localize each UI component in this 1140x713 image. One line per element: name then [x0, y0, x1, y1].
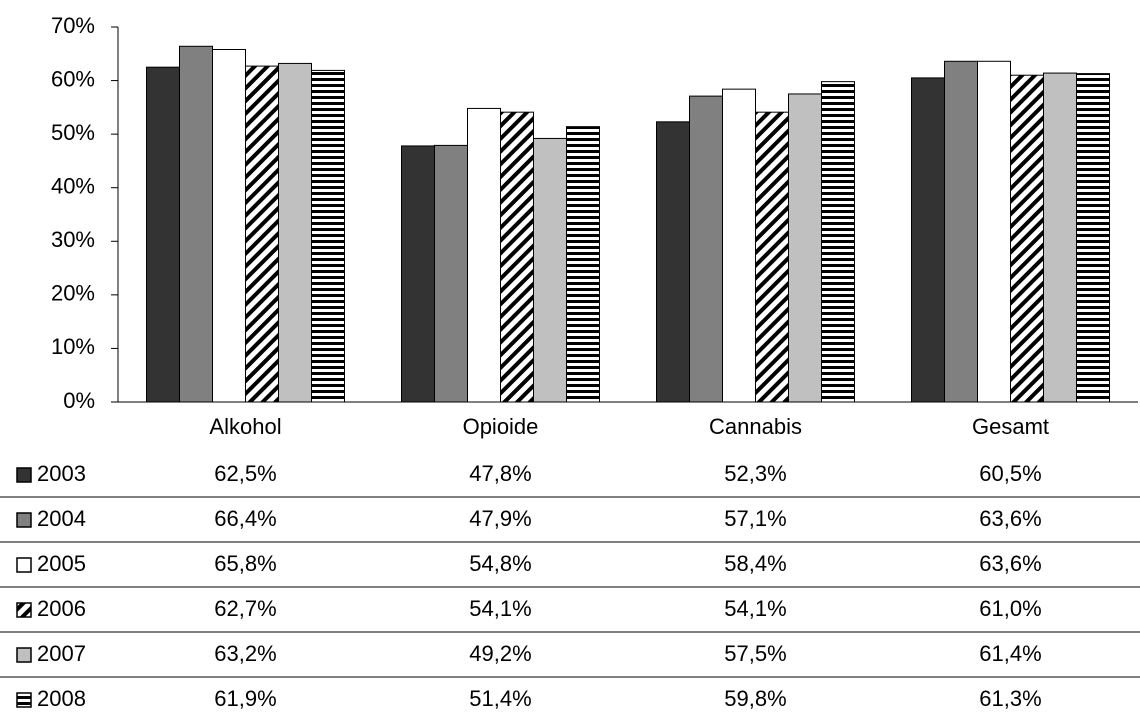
bar	[467, 107, 501, 403]
table-cell: 51,4%	[469, 686, 531, 711]
legend-label: 2008	[37, 686, 86, 711]
bar	[566, 126, 600, 403]
table-cell: 61,4%	[979, 641, 1041, 666]
table-cell: 54,1%	[469, 596, 531, 621]
table-cell: 63,6%	[979, 551, 1041, 576]
bar	[1043, 72, 1077, 403]
table-cell: 66,4%	[214, 506, 276, 531]
bar	[1010, 74, 1044, 403]
bar	[911, 77, 945, 403]
bar	[689, 95, 723, 403]
bar	[755, 111, 789, 403]
table-cell: 47,8%	[469, 461, 531, 486]
bar	[821, 81, 855, 403]
table-cell: 59,8%	[724, 686, 786, 711]
legend-key	[16, 692, 32, 708]
y-tick-label: 0%	[63, 388, 95, 413]
table-cell: 62,7%	[214, 596, 276, 621]
bar	[533, 137, 567, 403]
table-cell: 63,2%	[214, 641, 276, 666]
y-tick-label: 70%	[51, 13, 95, 38]
legend-key	[16, 557, 32, 573]
y-tick-label: 20%	[51, 281, 95, 306]
table-cell: 49,2%	[469, 641, 531, 666]
y-tick-label: 40%	[51, 174, 95, 199]
bar	[656, 121, 690, 403]
legend-label: 2007	[37, 641, 86, 666]
bar	[179, 45, 213, 403]
table-cell: 57,5%	[724, 641, 786, 666]
bar	[944, 60, 978, 403]
y-tick-label: 60%	[51, 66, 95, 91]
bar	[500, 111, 534, 403]
bar	[722, 88, 756, 403]
table-cell: 61,9%	[214, 686, 276, 711]
table-cell: 61,0%	[979, 596, 1041, 621]
table-cell: 60,5%	[979, 461, 1041, 486]
bar	[146, 66, 180, 403]
bar	[788, 93, 822, 403]
table-cell: 52,3%	[724, 461, 786, 486]
bar	[977, 60, 1011, 403]
legend-label: 2005	[37, 551, 86, 576]
bar	[401, 145, 435, 403]
table-cell: 58,4%	[724, 551, 786, 576]
legend-key	[16, 467, 32, 483]
table-cell: 47,9%	[469, 506, 531, 531]
legend-label: 2004	[37, 506, 86, 531]
y-tick-label: 10%	[51, 334, 95, 359]
bar	[212, 49, 246, 403]
table-cell: 54,8%	[469, 551, 531, 576]
x-tick-label: Cannabis	[709, 414, 802, 439]
legend-key	[16, 602, 32, 618]
table-cell: 54,1%	[724, 596, 786, 621]
legend-key	[16, 647, 32, 663]
y-tick-label: 30%	[51, 227, 95, 252]
x-tick-label: Gesamt	[972, 414, 1049, 439]
y-tick-label: 50%	[51, 120, 95, 145]
legend-label: 2003	[37, 461, 86, 486]
table-cell: 65,8%	[214, 551, 276, 576]
bar	[1076, 73, 1110, 403]
x-tick-label: Opioide	[463, 414, 539, 439]
legend-label: 2006	[37, 596, 86, 621]
table-cell: 63,6%	[979, 506, 1041, 531]
table-cell: 57,1%	[724, 506, 786, 531]
bar	[245, 65, 279, 403]
bar	[434, 144, 468, 403]
bar	[311, 69, 345, 403]
legend-key	[16, 512, 32, 528]
bar	[278, 62, 312, 403]
x-tick-label: Alkohol	[209, 414, 281, 439]
table-cell: 61,3%	[979, 686, 1041, 711]
table-cell: 62,5%	[214, 461, 276, 486]
